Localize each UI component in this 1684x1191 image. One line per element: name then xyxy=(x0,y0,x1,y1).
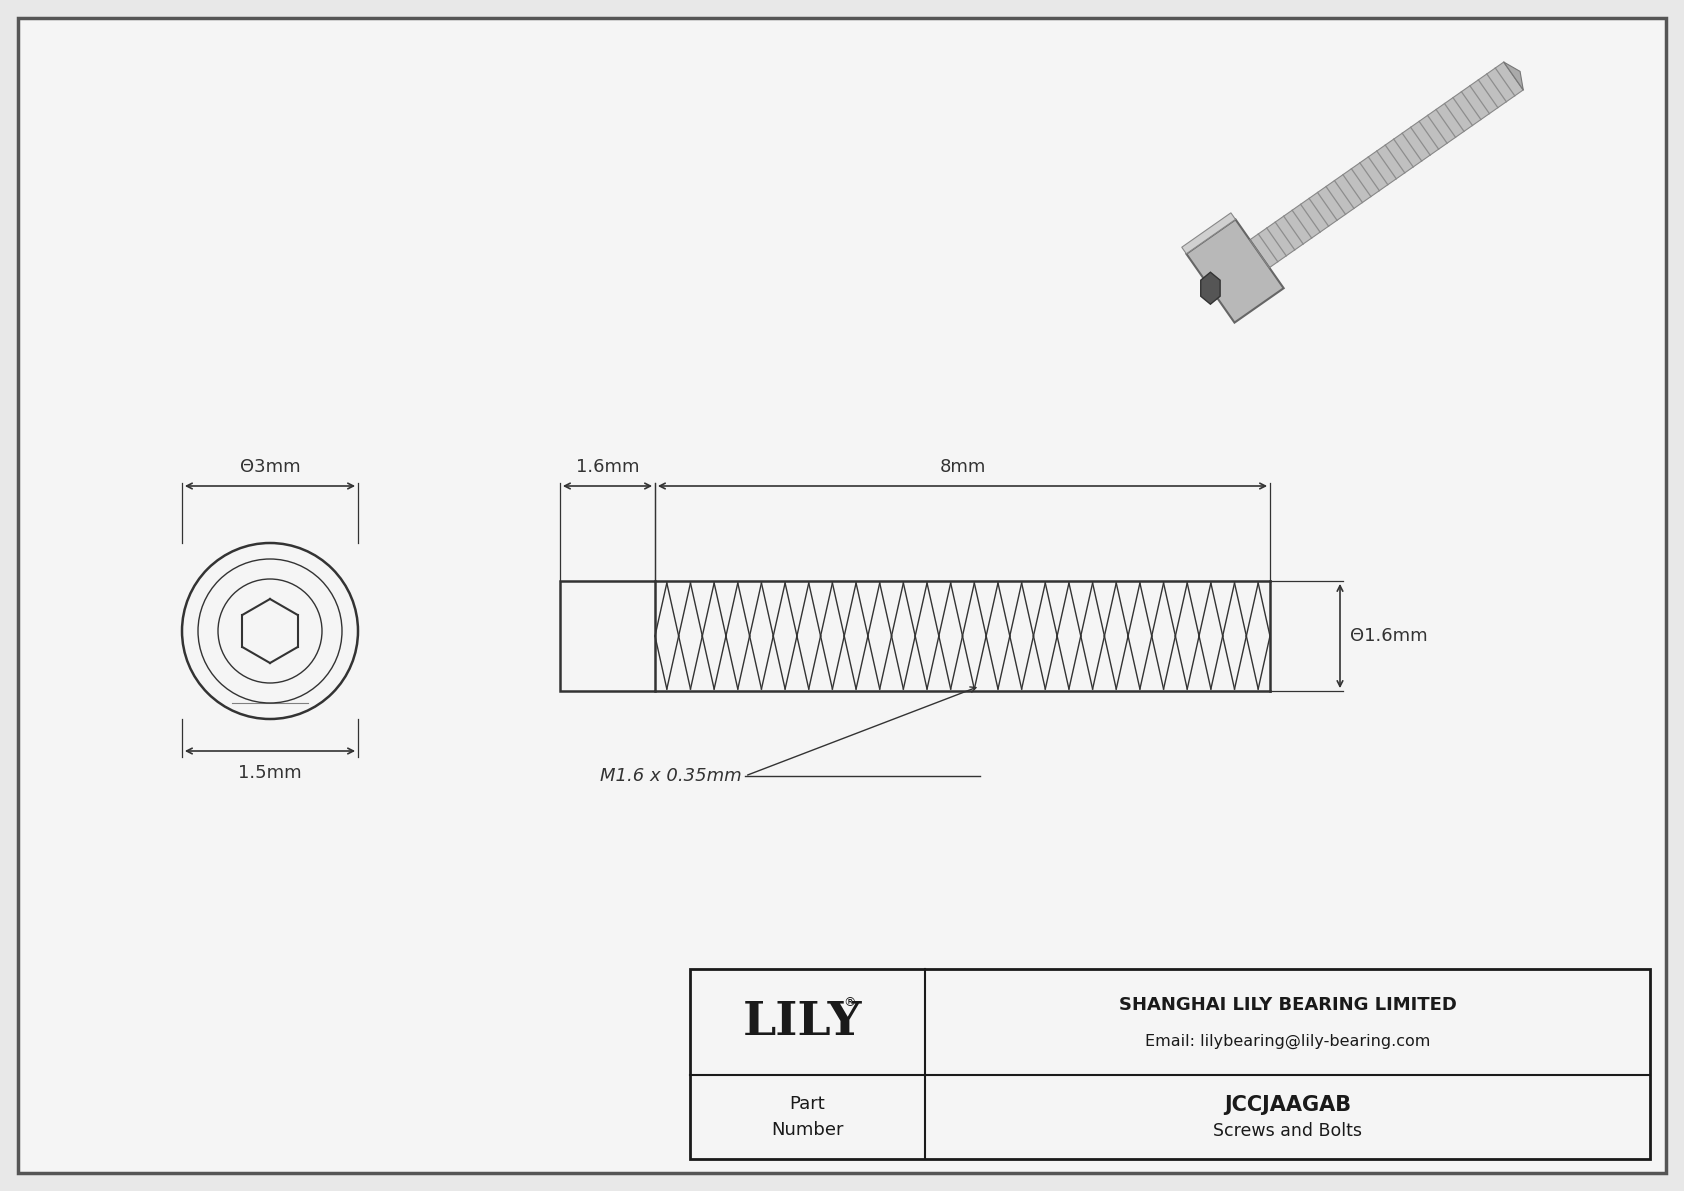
Polygon shape xyxy=(1504,62,1524,89)
Text: JCCJAAGAB: JCCJAAGAB xyxy=(1224,1096,1351,1115)
Bar xyxy=(690,969,1650,1159)
Text: Email: lilybearing@lily-bearing.com: Email: lilybearing@lily-bearing.com xyxy=(1145,1034,1430,1049)
Text: SHANGHAI LILY BEARING LIMITED: SHANGHAI LILY BEARING LIMITED xyxy=(1118,996,1457,1015)
Polygon shape xyxy=(1250,62,1524,268)
Text: 1.5mm: 1.5mm xyxy=(237,763,301,782)
Polygon shape xyxy=(1201,273,1221,304)
Polygon shape xyxy=(1182,213,1236,254)
Text: M1.6 x 0.35mm: M1.6 x 0.35mm xyxy=(600,767,741,785)
Text: Part
Number: Part Number xyxy=(771,1095,844,1140)
Text: 8mm: 8mm xyxy=(940,459,985,476)
Text: Screws and Bolts: Screws and Bolts xyxy=(1212,1122,1362,1140)
Text: Θ3mm: Θ3mm xyxy=(239,459,300,476)
Bar xyxy=(561,581,655,691)
Text: ®: ® xyxy=(844,996,855,1009)
Polygon shape xyxy=(1186,219,1283,323)
Text: 1.6mm: 1.6mm xyxy=(576,459,640,476)
Text: LILY: LILY xyxy=(743,999,862,1046)
Text: Θ1.6mm: Θ1.6mm xyxy=(1351,626,1428,646)
